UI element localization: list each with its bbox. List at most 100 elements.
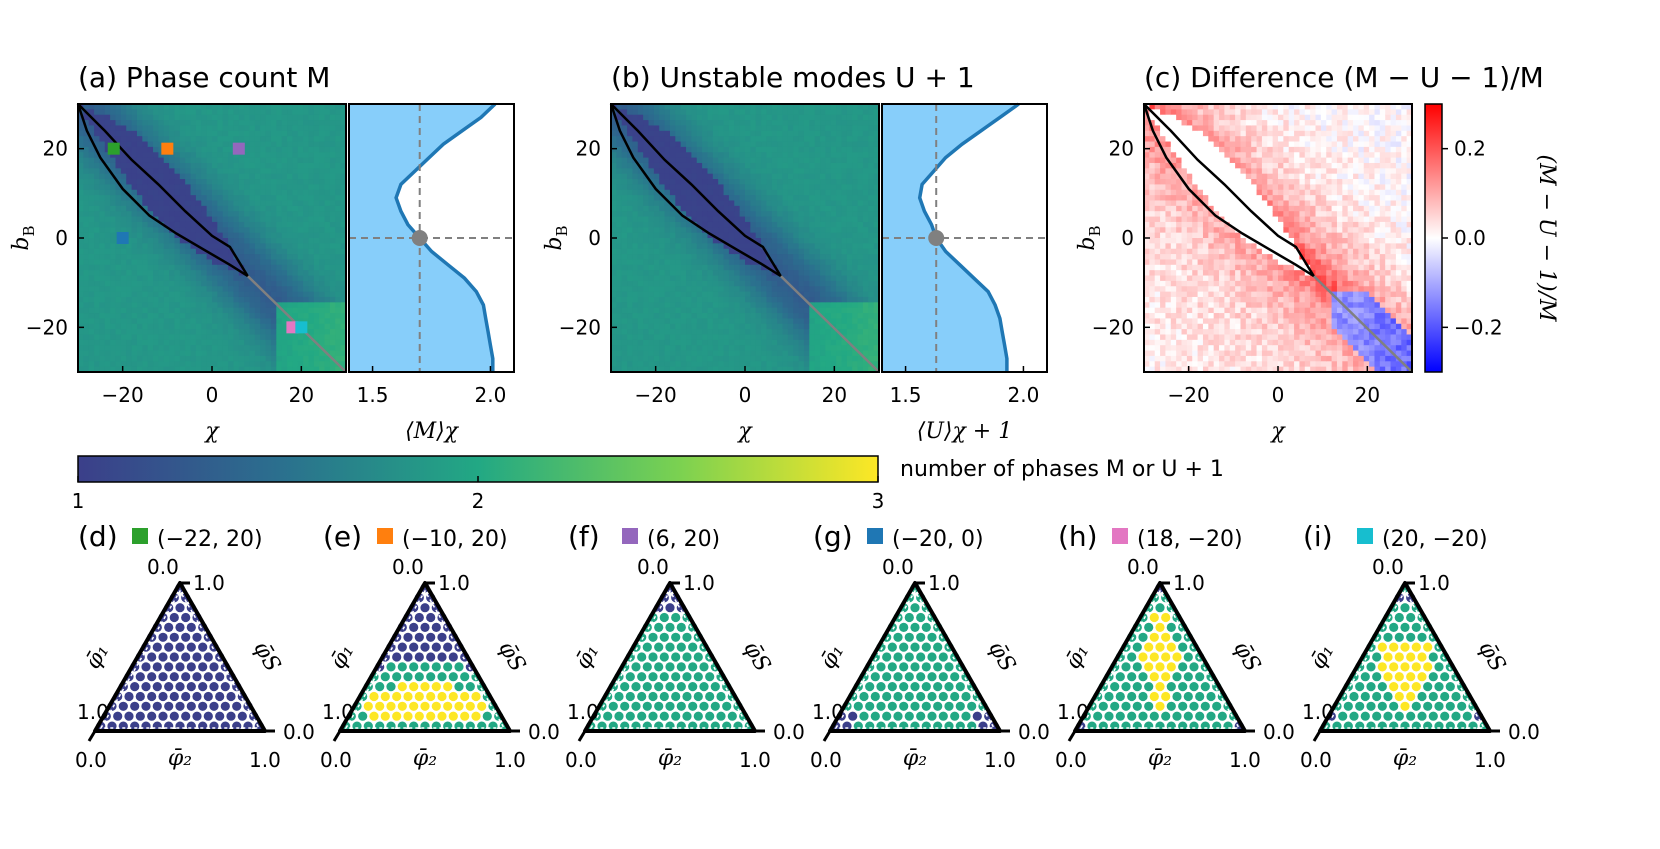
heatmap-cell bbox=[185, 195, 192, 202]
heatmap-cell bbox=[745, 307, 751, 314]
heatmap-cell bbox=[739, 275, 746, 282]
heatmap-cell bbox=[686, 302, 692, 309]
heatmap-cell bbox=[659, 243, 666, 250]
heatmap-cell bbox=[632, 254, 639, 261]
heatmap-cell bbox=[254, 195, 261, 202]
heatmap-cell bbox=[179, 334, 186, 341]
heatmap-cell bbox=[174, 280, 181, 287]
heatmap-cell bbox=[637, 200, 644, 207]
heatmap-cell bbox=[820, 136, 826, 143]
heatmap-cell bbox=[163, 280, 170, 287]
heatmap-cell bbox=[260, 120, 267, 127]
heatmap-cell bbox=[637, 184, 644, 191]
heatmap-cell bbox=[174, 318, 181, 325]
heatmap-cell bbox=[745, 184, 751, 191]
heatmap-cell bbox=[126, 227, 133, 234]
heatmap-cell bbox=[852, 238, 859, 244]
heatmap-cell bbox=[324, 313, 331, 319]
heatmap-cell bbox=[276, 227, 283, 234]
heatmap-cell bbox=[206, 345, 213, 352]
heatmap-cell bbox=[761, 205, 768, 212]
heatmap-cell bbox=[702, 179, 709, 185]
heatmap-cell bbox=[723, 162, 730, 169]
heatmap-cell bbox=[868, 189, 875, 196]
heatmap-cell bbox=[718, 339, 725, 346]
heatmap-cell bbox=[621, 232, 628, 239]
heatmap-cell bbox=[702, 162, 709, 169]
heatmap-cell bbox=[707, 211, 714, 218]
heatmap-cell bbox=[260, 248, 267, 255]
heatmap-cell bbox=[136, 238, 143, 244]
heatmap-cell bbox=[163, 130, 170, 137]
heatmap-cell bbox=[206, 157, 213, 164]
heatmap-cell bbox=[94, 307, 101, 314]
heatmap-cell bbox=[814, 146, 821, 153]
heatmap-cell bbox=[217, 248, 224, 255]
heatmap-cell bbox=[712, 173, 719, 180]
heatmap-cell bbox=[809, 136, 816, 143]
heatmap-cell bbox=[222, 216, 229, 223]
heatmap-cell bbox=[222, 232, 229, 239]
heatmap-cell bbox=[675, 329, 682, 336]
heatmap-cell bbox=[798, 329, 805, 336]
heatmap-cell bbox=[793, 168, 800, 175]
heatmap-cell bbox=[185, 221, 192, 228]
heatmap-cell bbox=[857, 280, 864, 287]
heatmap-cell bbox=[723, 345, 730, 352]
heatmap-cell bbox=[803, 264, 810, 271]
heatmap-cell bbox=[179, 168, 186, 175]
heatmap-cell bbox=[212, 141, 218, 148]
heatmap-cell bbox=[637, 313, 644, 319]
heatmap-cell bbox=[287, 168, 293, 175]
heatmap-cell bbox=[755, 296, 762, 303]
heatmap-cell bbox=[718, 232, 725, 239]
heatmap-cell bbox=[669, 248, 676, 255]
heatmap-cell bbox=[254, 157, 261, 164]
heatmap-cell bbox=[702, 173, 709, 180]
heatmap-cell bbox=[755, 173, 762, 180]
heatmap-cell bbox=[777, 313, 784, 319]
heatmap-cell bbox=[734, 114, 741, 121]
heatmap-cell bbox=[104, 211, 111, 218]
heatmap-cell bbox=[324, 270, 331, 277]
heatmap-cell bbox=[335, 205, 342, 212]
heatmap-cell bbox=[147, 248, 154, 255]
heatmap-cell bbox=[691, 302, 698, 309]
heatmap-cell bbox=[750, 286, 757, 293]
heatmap-cell bbox=[766, 200, 773, 207]
heatmap-cell bbox=[637, 329, 644, 336]
heatmap-cell bbox=[675, 302, 682, 309]
heatmap-cell bbox=[260, 329, 267, 336]
heatmap-cell bbox=[126, 189, 133, 196]
heatmap-cell bbox=[777, 296, 784, 303]
heatmap-cell bbox=[868, 168, 875, 175]
heatmap-cell bbox=[771, 125, 778, 132]
heatmap-cell bbox=[659, 130, 666, 137]
heatmap-cell bbox=[777, 152, 784, 159]
heatmap-cell bbox=[702, 168, 709, 175]
heatmap-cell bbox=[771, 302, 778, 309]
heatmap-cell bbox=[825, 286, 832, 293]
heatmap-cell bbox=[212, 205, 218, 212]
heatmap-cell bbox=[206, 323, 213, 330]
heatmap-cell bbox=[265, 114, 272, 121]
heatmap-cell bbox=[249, 184, 256, 191]
heatmap-cell bbox=[190, 318, 197, 325]
heatmap-cell bbox=[627, 243, 634, 250]
heatmap-cell bbox=[99, 243, 106, 250]
heatmap-cell bbox=[195, 141, 202, 148]
heatmap-cell bbox=[94, 114, 101, 121]
heatmap-cell bbox=[659, 270, 666, 277]
heatmap-cell bbox=[616, 307, 623, 314]
heatmap-cell bbox=[653, 275, 660, 282]
heatmap-cell bbox=[249, 334, 256, 341]
heatmap-cell bbox=[669, 173, 676, 180]
heatmap-cell bbox=[691, 109, 698, 116]
heatmap-cell bbox=[820, 264, 826, 271]
heatmap-cell bbox=[653, 313, 660, 319]
heatmap-cell bbox=[718, 162, 725, 169]
heatmap-cell bbox=[616, 141, 623, 148]
heatmap-cell bbox=[766, 136, 773, 143]
heatmap-cell bbox=[131, 259, 138, 266]
heatmap-cell bbox=[153, 168, 159, 175]
